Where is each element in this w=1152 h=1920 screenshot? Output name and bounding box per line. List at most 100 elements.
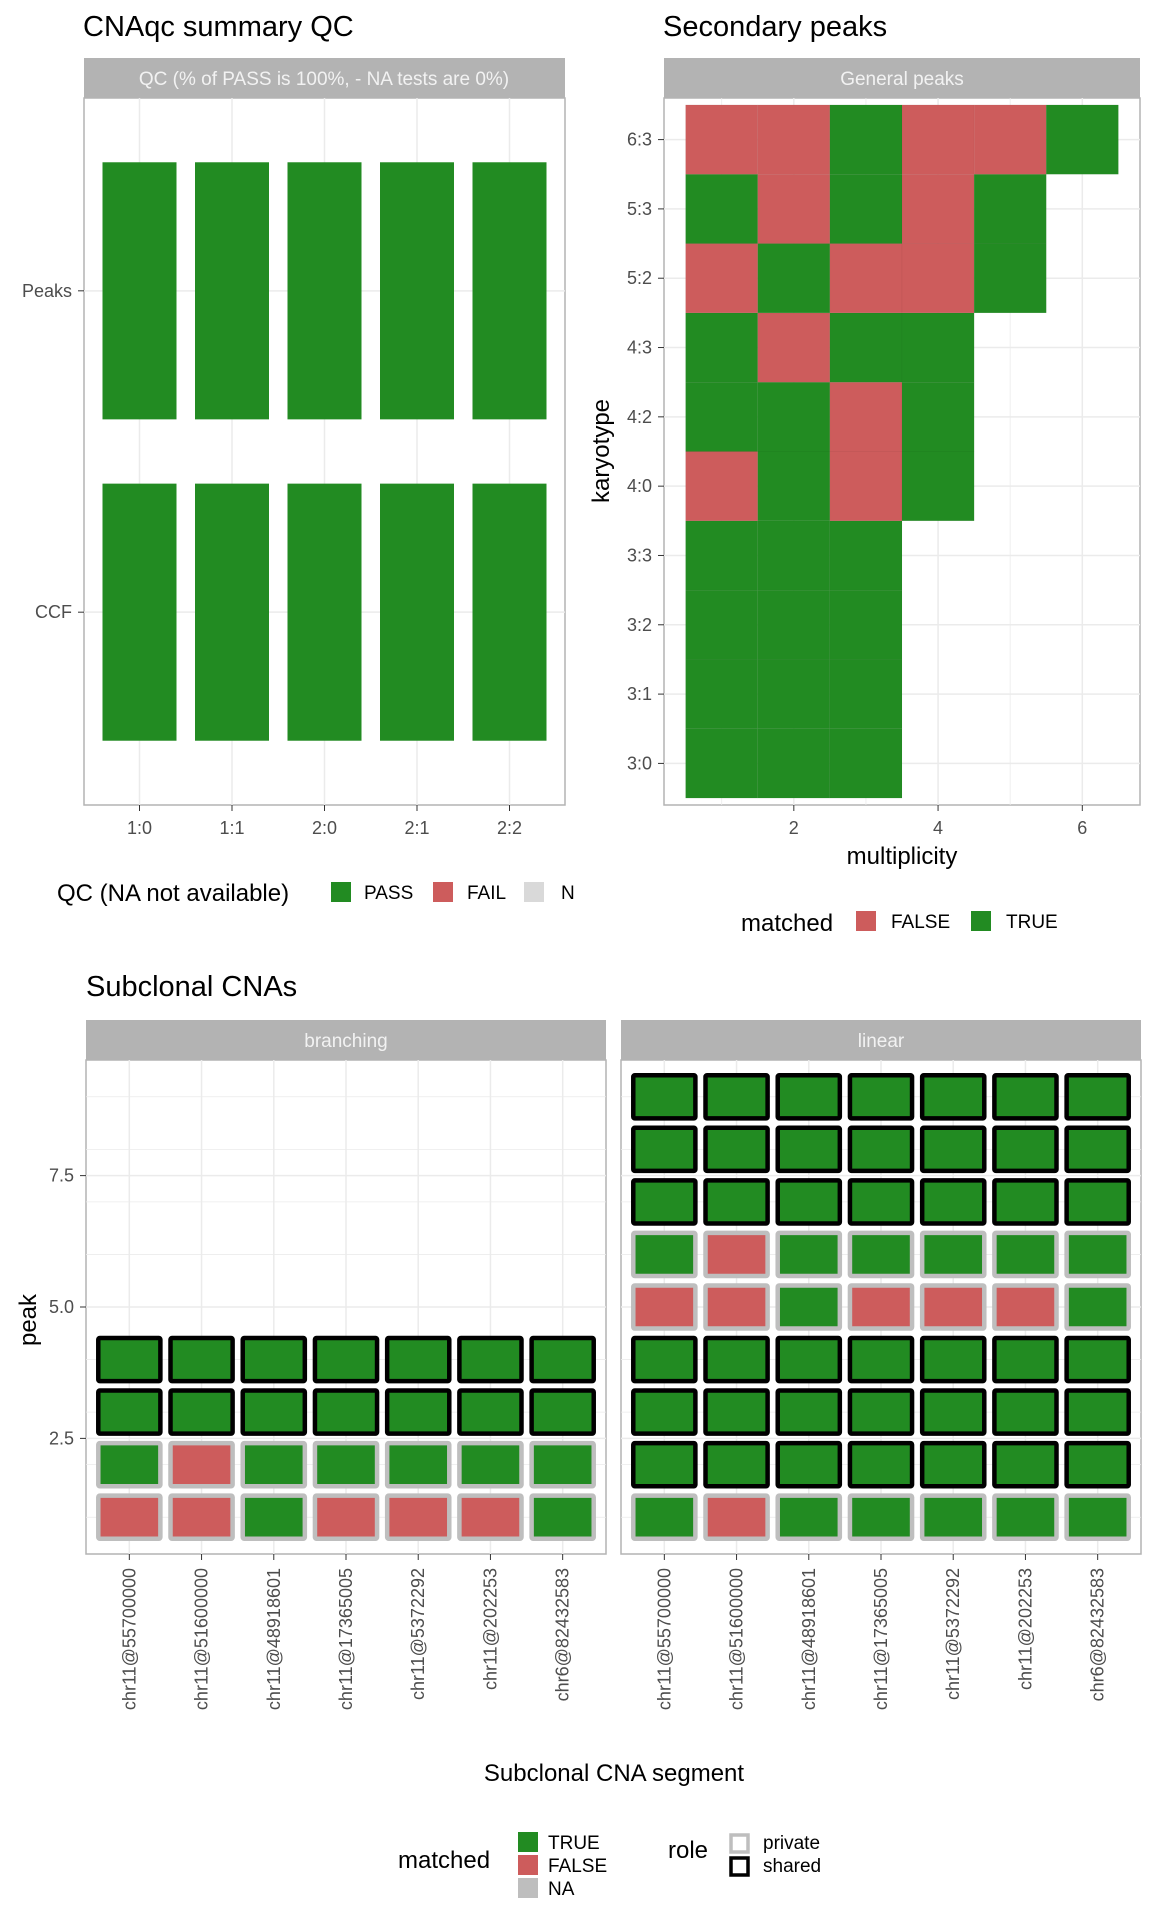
subclonal-legend-matched: matched TRUE FALSE NA (398, 1832, 607, 1900)
qc-x-tick-label: 2:2 (497, 818, 522, 838)
peaks-tile (757, 451, 831, 522)
qc-tile (380, 483, 454, 741)
subclonal-tile-shared (703, 1072, 770, 1121)
qc-legend-key-na (524, 882, 544, 902)
subclonal-tile-shared (847, 1440, 915, 1489)
peaks-y-tick-label: 4:2 (627, 407, 652, 427)
peaks-strip-label: General peaks (840, 69, 964, 90)
peaks-y-tick-label: 5:3 (627, 199, 652, 219)
subclonal-tile-private (992, 1230, 1059, 1279)
subclonal-tile-shared (168, 1335, 235, 1384)
subclonal-tile-shared (631, 1125, 698, 1174)
subclonal-tile-private (919, 1493, 987, 1542)
subclonal-tile-private (1064, 1230, 1131, 1279)
subclonal-tile-shared (96, 1335, 163, 1384)
subclonal-tile-shared (775, 1440, 843, 1489)
qc-summary-chart: CNAqc summary QC QC (% of PASS is 100%, … (22, 11, 575, 907)
role-legend-label-shared: shared (763, 1856, 821, 1877)
peaks-tile (757, 589, 831, 660)
peaks-tile (901, 381, 975, 452)
subclonal-tile-private (847, 1230, 915, 1279)
qc-x-tick-label: 2:0 (312, 818, 337, 838)
subclonal-x-tick-label: chr11@202253 (480, 1568, 500, 1690)
subclonal-x-tick-label: chr11@51600000 (192, 1568, 212, 1710)
qc-tile (472, 162, 547, 420)
subclonal-tile-private (775, 1493, 843, 1542)
subclonal-tile-private (168, 1493, 235, 1542)
peaks-tile (829, 728, 903, 799)
peaks-x-tick-label: 2 (789, 818, 799, 838)
peaks-tile (829, 243, 903, 314)
subclonal-tile-shared (847, 1335, 915, 1384)
subclonal-tile-private (168, 1440, 235, 1489)
peaks-tile (973, 104, 1047, 175)
qc-x-tick-label: 1:1 (219, 818, 244, 838)
peaks-tile (901, 173, 975, 244)
subclonal-tile-shared (775, 1072, 843, 1121)
peaks-tile (757, 520, 831, 591)
subclonal-tile-shared (1064, 1335, 1131, 1384)
subclonal-tile-shared (919, 1178, 987, 1226)
subclonal-tile-private (1064, 1283, 1131, 1331)
peaks-chart-title: Secondary peaks (663, 11, 887, 43)
peaks-legend-key-true (971, 911, 991, 931)
peaks-tile (829, 589, 903, 660)
subclonal-y-tick-label: 2.5 (49, 1428, 74, 1448)
peaks-x-tick-label: 6 (1077, 818, 1087, 838)
subclonal-tile-private (384, 1493, 452, 1542)
subclonal-tile-private (529, 1493, 596, 1542)
qc-x-tick-label: 2:1 (404, 818, 429, 838)
qc-legend-key-pass (331, 882, 351, 902)
subclonal-tile-private (312, 1493, 380, 1542)
qc-strip (84, 58, 565, 98)
qc-y-tick-label: Peaks (22, 281, 72, 301)
peaks-tile (685, 173, 759, 244)
peaks-tile (901, 104, 975, 175)
peaks-tile (685, 381, 759, 452)
subclonal-x-tick-label: chr11@5372292 (408, 1568, 428, 1700)
peaks-tile (901, 312, 975, 383)
subclonal-tile-private (457, 1493, 524, 1542)
peaks-tile (685, 589, 759, 660)
peaks-tile (685, 451, 759, 522)
subclonal-tile-shared (312, 1388, 380, 1436)
subclonal-x-tick-label: chr6@82432583 (1088, 1568, 1108, 1701)
subclonal-tile-shared (992, 1125, 1059, 1174)
qc-strip-label: QC (% of PASS is 100%, - NA tests are 0%… (139, 69, 509, 90)
subclonal-x-tick-label: chr11@55700000 (654, 1568, 674, 1710)
peaks-tile (973, 173, 1047, 244)
matched-legend-key-na (518, 1878, 538, 1898)
peaks-x-axis-title: multiplicity (847, 843, 958, 870)
matched-legend-key-true (518, 1832, 538, 1852)
subclonal-tile-shared (457, 1335, 524, 1384)
peaks-y-tick-label: 4:0 (627, 476, 652, 496)
subclonal-y-tick-label: 7.5 (49, 1166, 74, 1186)
subclonal-tile-shared (631, 1335, 698, 1384)
subclonal-y-axis: 2.5 5.0 7.5 (49, 1166, 86, 1448)
subclonal-tile-shared (703, 1440, 770, 1489)
subclonal-tile-shared (1064, 1440, 1131, 1489)
peaks-x-axis: 2 4 6 (789, 805, 1087, 838)
subclonal-tile-private (631, 1493, 698, 1542)
subclonal-tile-shared (775, 1178, 843, 1226)
peaks-tile (757, 381, 831, 452)
peaks-tile (829, 173, 903, 244)
subclonal-tile-private (1064, 1493, 1131, 1542)
qc-tile (195, 162, 269, 420)
subclonal-tile-private (847, 1283, 915, 1331)
peaks-legend-title: matched (741, 910, 833, 937)
subclonal-tile-shared (919, 1440, 987, 1489)
subclonal-x-axis: chr11@55700000 chr11@51600000 chr11@489186… (119, 1554, 1108, 1710)
subclonal-tile-shared (240, 1388, 308, 1436)
peaks-legend-label-true: TRUE (1006, 912, 1058, 933)
qc-tile (287, 162, 362, 420)
peaks-y-tick-label: 5:2 (627, 268, 652, 288)
subclonal-x-tick-label: chr11@48918601 (264, 1568, 284, 1710)
subclonal-tile-private (96, 1493, 163, 1542)
peaks-tile (685, 728, 759, 799)
subclonal-tile-shared (631, 1440, 698, 1489)
subclonal-chart-title: Subclonal CNAs (86, 971, 297, 1003)
subclonal-tile-shared (992, 1178, 1059, 1226)
matched-legend-label-true: TRUE (548, 1833, 600, 1854)
qc-x-axis: 1:0 1:1 2:0 2:1 2:2 (127, 805, 522, 838)
